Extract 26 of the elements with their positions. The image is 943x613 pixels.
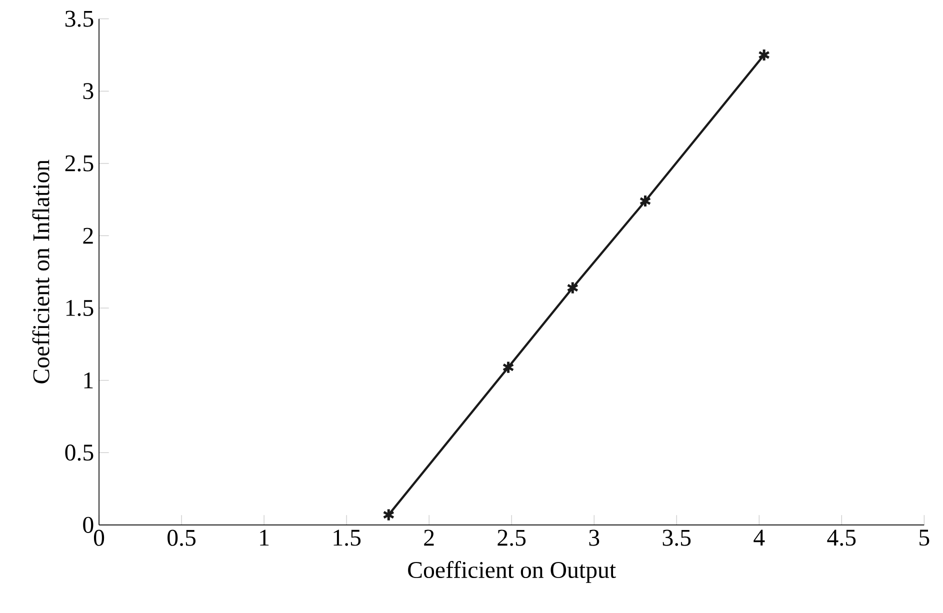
point	[382, 508, 395, 522]
x-tick-label: 4.5	[827, 530, 856, 546]
y-tick-label: 1.5	[66, 300, 94, 316]
x-axis-title: Coefficient on Output	[408, 561, 616, 583]
y-tick-label: 2.5	[65, 155, 94, 172]
x-tick-label: 4	[754, 530, 765, 546]
x-tick-label: 3	[589, 530, 600, 546]
y-tick-label: 1	[84, 372, 93, 388]
point	[566, 281, 579, 295]
y-tick-label: 2	[83, 228, 93, 244]
x-tick-label: 0	[94, 530, 104, 546]
y-axis-title: Coefficient on Inflation	[32, 160, 50, 384]
x-tick-label: 1	[260, 530, 269, 546]
y-tick-label: 0.5	[65, 444, 94, 461]
y-tick-label: 3	[83, 83, 94, 100]
point	[639, 194, 652, 208]
x-tick-label: 5	[920, 530, 930, 546]
x-tick-label: 2	[424, 530, 434, 546]
x-tick-label: 2.5	[498, 530, 526, 546]
y-tick-label: 3.5	[65, 10, 94, 27]
x-tick-label: 1.5	[334, 530, 361, 546]
x-tick-label: 0.5	[168, 530, 196, 546]
point	[502, 360, 514, 374]
y-tick-label: 0	[83, 516, 94, 534]
point	[758, 48, 770, 62]
x-tick-label: 3.5	[662, 530, 691, 546]
